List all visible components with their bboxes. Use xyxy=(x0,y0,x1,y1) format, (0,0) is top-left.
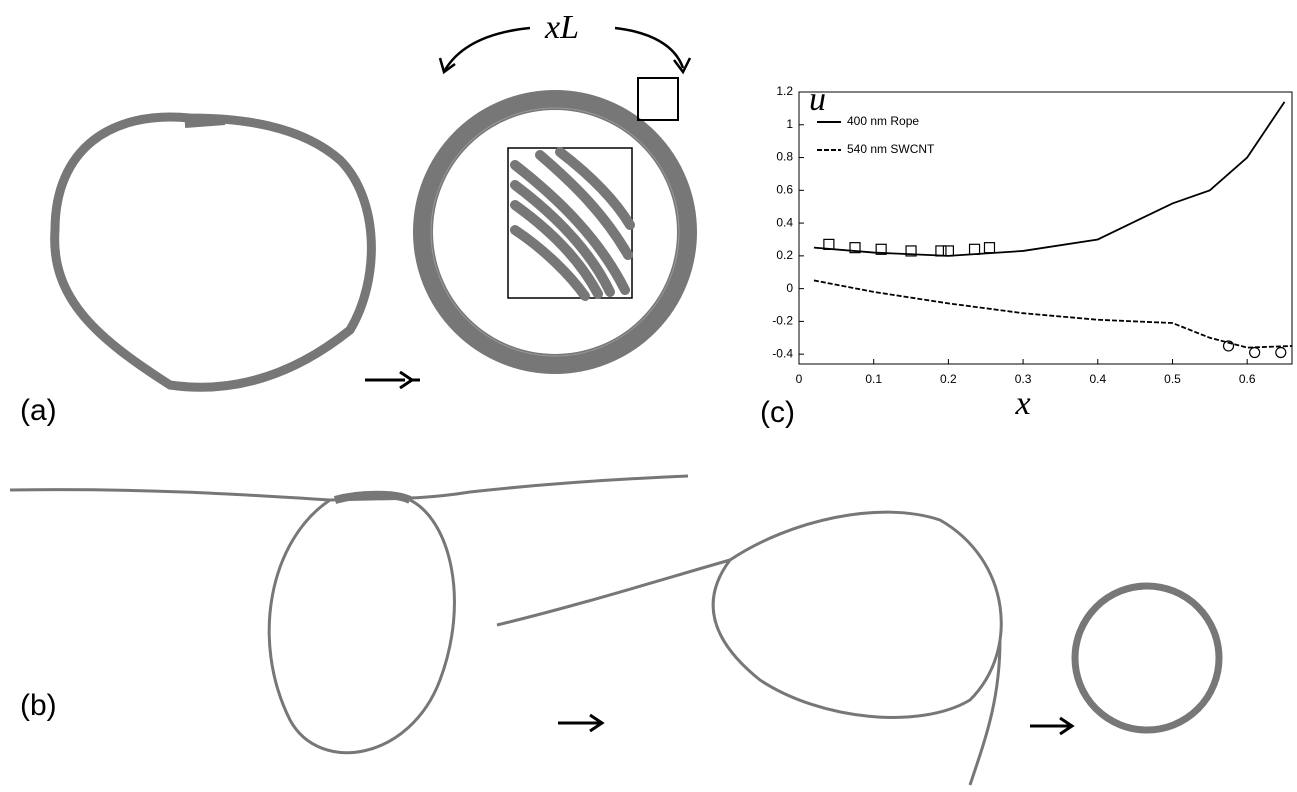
nanotube-ring xyxy=(55,117,372,387)
curved-arrow xyxy=(445,28,530,70)
x-tick-label: 0.4 xyxy=(1089,372,1106,386)
circle-marker xyxy=(1250,348,1260,358)
y-tick-label: 1.2 xyxy=(776,84,793,98)
legend-label: 400 nm Rope xyxy=(847,114,919,128)
panel-label: (b) xyxy=(20,689,57,722)
legend-label: 540 nm SWCNT xyxy=(847,142,935,156)
y-tick-label: -0.4 xyxy=(772,346,793,360)
y-axis-label: u xyxy=(809,81,826,118)
x-axis-label: x xyxy=(1015,385,1031,422)
rope-loop xyxy=(269,500,454,753)
x-tick-label: 0.1 xyxy=(865,372,882,386)
plot-frame xyxy=(799,92,1292,364)
rope-loop xyxy=(497,512,1001,717)
final-ring xyxy=(1075,586,1219,730)
y-tick-label: 0.4 xyxy=(776,215,793,229)
circle-marker xyxy=(1276,348,1286,358)
curved-arrow xyxy=(615,28,683,68)
zoom-box xyxy=(638,78,678,120)
ring-overlap xyxy=(185,122,225,125)
y-tick-label: 0.8 xyxy=(776,150,793,164)
y-tick-label: -0.2 xyxy=(772,314,793,328)
panel-label: (c) xyxy=(760,396,795,429)
y-tick-label: 1 xyxy=(786,117,793,131)
square-marker xyxy=(970,244,980,254)
y-tick-label: 0.6 xyxy=(776,182,793,196)
x-tick-label: 0 xyxy=(796,372,803,386)
square-marker xyxy=(936,246,946,256)
x-tick-label: 0.2 xyxy=(940,372,957,386)
panel-label: (a) xyxy=(20,394,57,427)
x-tick-label: 0.5 xyxy=(1164,372,1181,386)
square-marker xyxy=(943,246,953,256)
arrow xyxy=(1030,718,1072,734)
series-line xyxy=(814,280,1292,347)
annotation: xL xyxy=(544,9,579,46)
y-tick-label: 0.2 xyxy=(776,248,793,262)
y-tick-label: 0 xyxy=(786,281,793,295)
x-tick-label: 0.6 xyxy=(1239,372,1256,386)
square-marker xyxy=(984,243,994,253)
arrow xyxy=(558,715,602,731)
figure: xL (a) (b) (c) 00.10.20.30.40.50.6-0.4-0… xyxy=(0,0,1297,792)
